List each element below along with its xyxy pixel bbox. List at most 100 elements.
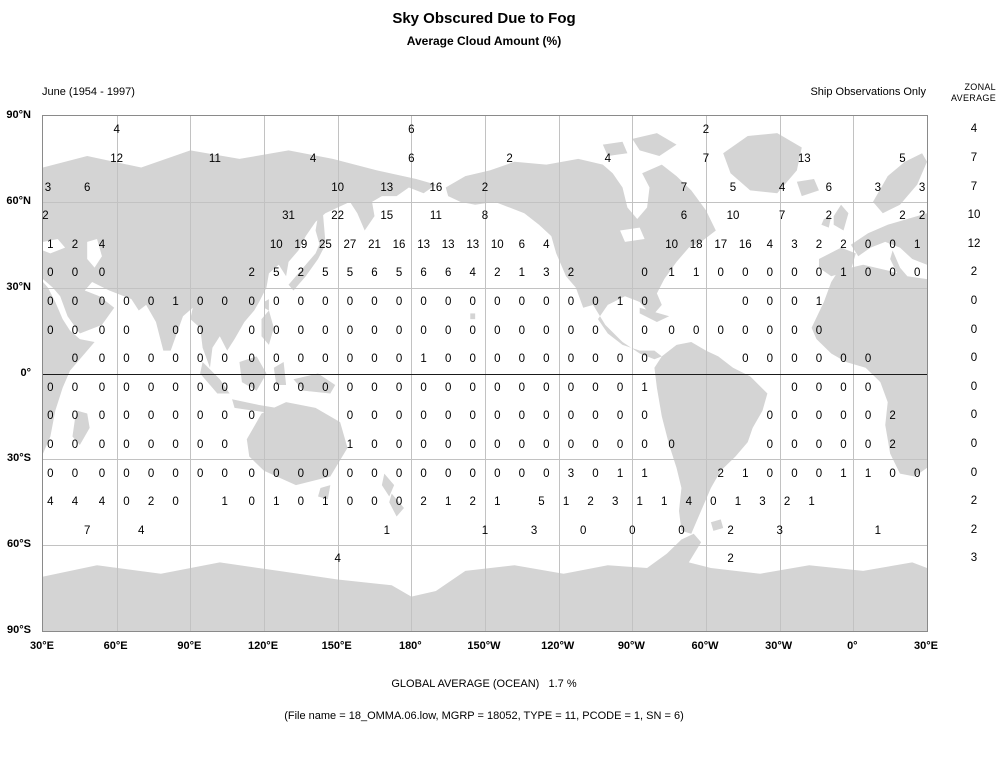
grid-value: 0 (864, 410, 872, 423)
zonal-average-value: 0 (970, 466, 978, 479)
grid-value: 0 (742, 353, 749, 366)
grid-value: 4 (685, 496, 692, 509)
grid-value: 0 (221, 439, 228, 452)
grid-value: 0 (322, 467, 329, 480)
grid-value: 0 (592, 353, 599, 366)
zonal-average-value: 2 (970, 523, 978, 536)
grid-value: 11 (208, 152, 221, 165)
grid-value: 18 (689, 238, 703, 251)
grid-value: 0 (791, 267, 798, 280)
landmass-greenland (723, 133, 802, 194)
grid-value: 6 (518, 238, 526, 251)
grid-value: 0 (616, 410, 624, 423)
grid-value: 4 (98, 238, 106, 251)
grid-value: 1 (641, 467, 648, 480)
grid-value: 0 (766, 439, 774, 452)
grid-value: 0 (616, 381, 624, 394)
grid-value: 0 (371, 381, 378, 394)
grid-value: 0 (518, 381, 526, 394)
latitude-axis: 90°N 60°N 30°N 0° 30°S 60°S 90°S (0, 109, 36, 636)
lat-tick-label: 30°S (7, 452, 31, 465)
grid-value: 2 (889, 410, 896, 423)
lon-tick-label: 30°E (914, 640, 938, 652)
grid-value: 16 (738, 238, 752, 251)
grid-value: 0 (147, 410, 155, 423)
grid-value: 0 (641, 353, 648, 366)
grid-value: 0 (543, 410, 550, 423)
landmass-sumatra (200, 362, 230, 394)
grid-value: 2 (42, 210, 49, 223)
grid-value: 0 (518, 295, 526, 308)
grid-value: 0 (543, 439, 550, 452)
landmass-cuba (639, 307, 670, 322)
grid-value: 0 (815, 467, 823, 480)
grid-value: 25 (318, 238, 332, 251)
grid-value: 0 (297, 295, 305, 308)
grid-value: 21 (368, 238, 381, 251)
lat-tick-label: 60°S (7, 538, 31, 551)
grid-value: 3 (530, 524, 538, 537)
grid-value: 0 (123, 410, 130, 423)
grid-value: 4 (113, 124, 120, 137)
grid-value: 0 (668, 439, 675, 452)
grid-value: 0 (444, 439, 452, 452)
grid-value: 5 (346, 267, 354, 280)
grid-value: 0 (273, 353, 280, 366)
lon-tick-label: 180° (398, 640, 422, 652)
lat-tick-label: 30°N (6, 280, 31, 293)
grid-value: 0 (371, 295, 378, 308)
grid-value: 2 (494, 267, 501, 280)
grid-value: 2 (702, 124, 710, 137)
grid-value: 0 (221, 295, 228, 308)
grid-value: 0 (742, 324, 749, 337)
grid-value: 1 (734, 496, 742, 509)
grid-value: 0 (815, 353, 823, 366)
grid-value: 0 (766, 467, 774, 480)
grid-value: 0 (98, 267, 106, 280)
grid-value: 0 (616, 439, 624, 452)
grid-value: 0 (71, 467, 79, 480)
grid-value: 1 (172, 295, 179, 308)
grid-value: 0 (444, 324, 452, 337)
file-info-label: (File name = 18_OMMA.06.low, MGRP = 1805… (284, 710, 684, 722)
grid-value: 0 (469, 439, 476, 452)
grid-value: 0 (864, 353, 872, 366)
grid-value: 0 (840, 381, 847, 394)
grid-value: 13 (797, 152, 811, 165)
grid-value: 4 (334, 553, 341, 566)
grid-value: 1 (444, 496, 452, 509)
landmass-europe-main (850, 213, 927, 265)
grid-value: 0 (123, 439, 130, 452)
grid-value: 1 (864, 467, 872, 480)
grid-value: 0 (889, 467, 896, 480)
grid-value: 0 (592, 381, 599, 394)
lon-tick-label: 0° (847, 640, 858, 652)
lon-tick-label: 30°E (30, 640, 54, 652)
grid-value: 0 (395, 467, 403, 480)
grid-value: 1 (518, 267, 526, 280)
grid-value: 0 (71, 381, 79, 394)
zonal-header-line1: ZONAL (964, 82, 996, 92)
landmass-tasmania (318, 485, 331, 500)
grid-value: 0 (469, 467, 476, 480)
grid-value: 2 (783, 496, 791, 509)
grid-value: 2 (481, 181, 489, 194)
grid-value: 0 (543, 295, 550, 308)
grid-value: 0 (221, 410, 228, 423)
grid-value: 0 (196, 381, 204, 394)
grid-value: 0 (766, 295, 774, 308)
grid-value: 0 (815, 410, 823, 423)
grid-value: 0 (840, 410, 847, 423)
grid-value: 0 (123, 353, 130, 366)
grid-value: 1 (661, 496, 668, 509)
zonal-average-value: 2 (970, 495, 978, 508)
grid-value: 0 (864, 267, 872, 280)
grid-value: 0 (346, 353, 354, 366)
gridline-latitude (43, 287, 927, 289)
grid-value: 0 (889, 267, 896, 280)
grid-value: 2 (506, 152, 513, 165)
grid-value: 0 (196, 324, 204, 337)
grid-value: 6 (408, 152, 415, 165)
landmass-japan (288, 241, 326, 291)
grid-value: 0 (469, 353, 476, 366)
